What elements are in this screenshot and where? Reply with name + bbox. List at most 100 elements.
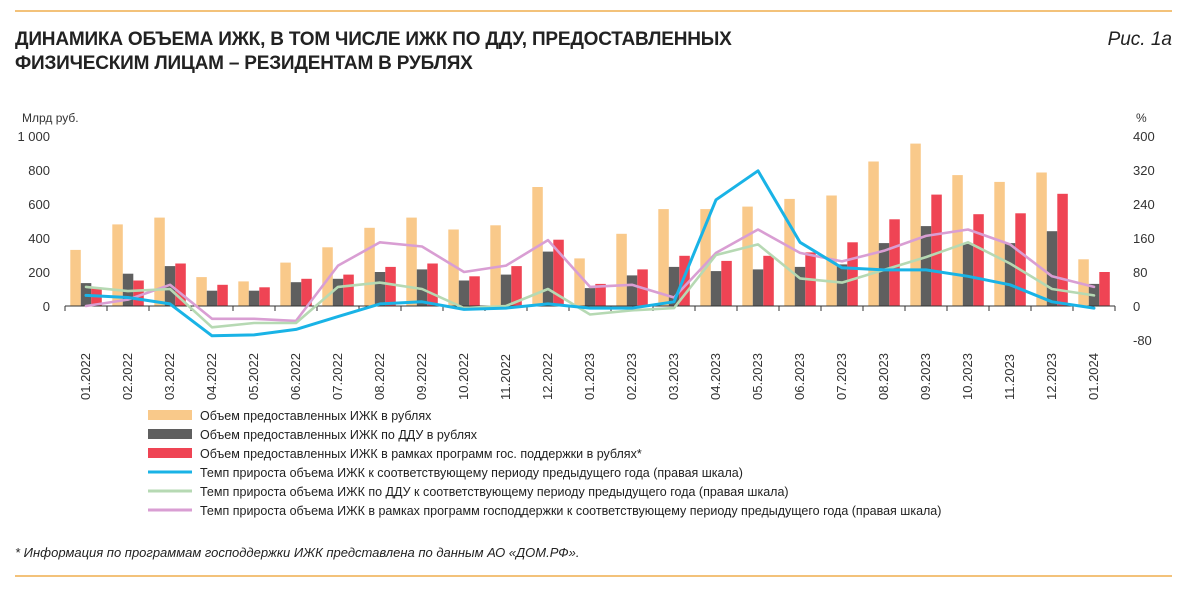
x-axis-category-label: 07.2022	[330, 353, 345, 400]
legend-label: Темп прироста объема ИЖК по ДДУ к соотве…	[200, 485, 789, 499]
bar-gov	[1057, 193, 1068, 306]
x-axis-category-label: 09.2023	[918, 353, 933, 400]
bar-total	[1036, 172, 1047, 306]
chart-title-line-2: ФИЗИЧЕСКИМ ЛИЦАМ – РЕЗИДЕНТАМ В РУБЛЯХ	[15, 53, 473, 74]
right-axis-unit: %	[1136, 111, 1147, 125]
x-axis-category-label: 12.2023	[1044, 353, 1059, 400]
right-axis-tick-label: -80	[1133, 333, 1152, 348]
x-axis-category-label: 04.2023	[708, 353, 723, 400]
bar-total	[238, 281, 249, 306]
bar-gov	[1015, 213, 1026, 306]
left-axis-unit: Млрд руб.	[22, 111, 79, 125]
legend-label: Темп прироста объема ИЖК к соответствующ…	[200, 466, 743, 480]
bar-gov	[1099, 272, 1110, 306]
x-axis-category-label: 01.2024	[1086, 353, 1101, 400]
bar-total	[280, 262, 291, 306]
bar-ddu	[290, 282, 302, 306]
legend-label: Объем предоставленных ИЖК в рублях	[200, 409, 432, 423]
x-axis-category-label: 03.2022	[162, 353, 177, 400]
x-axis-category-label: 06.2022	[288, 353, 303, 400]
legend-swatch-gov	[148, 448, 192, 458]
bar-total	[574, 258, 585, 306]
x-axis-category-label: 09.2022	[414, 353, 429, 400]
bar-total	[322, 247, 333, 306]
figure-label: Рис. 1а	[1107, 29, 1172, 50]
bar-total	[154, 217, 165, 306]
bar-total	[700, 209, 711, 306]
bar-ddu	[878, 243, 890, 306]
bar-ddu	[794, 266, 806, 306]
bar-total	[784, 198, 795, 306]
right-axis-tick-label: 320	[1133, 163, 1155, 178]
line-growth_total	[84, 169, 1096, 338]
x-axis-category-label: 10.2023	[960, 353, 975, 400]
bar-total	[658, 209, 669, 306]
legend-label: Объем предоставленных ИЖК в рамках прогр…	[200, 447, 642, 461]
bar-ddu	[500, 274, 512, 306]
bar-total	[448, 229, 459, 306]
bar-ddu	[626, 275, 638, 306]
bar-gov	[889, 219, 900, 306]
bar-ddu	[584, 288, 596, 306]
legend-swatch-ddu	[148, 429, 192, 439]
bar-total	[490, 225, 501, 307]
legend-label: Объем предоставленных ИЖК по ДДУ в рубля…	[200, 428, 478, 442]
x-axis-category-label: 06.2023	[792, 353, 807, 400]
bar-gov	[595, 283, 606, 306]
x-axis-category-label: 01.2022	[78, 353, 93, 400]
bar-gov	[343, 274, 354, 306]
x-axis-category-label: 04.2022	[204, 353, 219, 400]
top-rule	[15, 10, 1172, 12]
bar-total	[742, 206, 753, 306]
right-axis-tick-label: 0	[1133, 299, 1140, 314]
bar-ddu	[374, 272, 386, 306]
bar-total	[70, 249, 81, 306]
bar-ddu	[710, 271, 722, 306]
x-axis-category-label: 05.2023	[750, 353, 765, 400]
bar-gov	[259, 287, 270, 306]
x-axis-category-label: 02.2022	[120, 353, 135, 400]
left-axis-tick-label: 400	[28, 231, 50, 246]
x-axis-category-label: 08.2022	[372, 353, 387, 400]
bar-total	[616, 233, 627, 307]
bar-gov	[847, 242, 858, 307]
bottom-rule	[15, 575, 1172, 577]
bar-total	[196, 277, 207, 306]
bar-gov	[553, 239, 564, 306]
chart-title: ДИНАМИКА ОБЪЕМА ИЖК, В ТОМ ЧИСЛЕ ИЖК ПО …	[15, 28, 732, 76]
x-axis-category-label: 03.2023	[666, 353, 681, 400]
x-axis-category-label: 10.2022	[456, 353, 471, 400]
line-growth_gov	[84, 228, 1096, 323]
bar-gov	[133, 280, 144, 306]
right-axis-tick-label: 80	[1133, 265, 1147, 280]
bar-gov	[175, 263, 186, 306]
bar-gov	[469, 276, 480, 307]
bar-ddu	[332, 278, 344, 306]
bar-ddu	[206, 290, 218, 306]
left-axis-tick-label: 1 000	[17, 129, 50, 144]
bar-total	[868, 161, 879, 306]
x-axis-category-label: 01.2023	[582, 353, 597, 400]
bar-total	[910, 143, 921, 306]
bar-gov	[721, 260, 732, 306]
bar-total	[994, 181, 1005, 306]
right-axis-tick-label: 400	[1133, 129, 1155, 144]
bar-total	[952, 175, 963, 306]
bar-gov	[301, 278, 312, 306]
right-axis-tick-label: 240	[1133, 197, 1155, 212]
bar-ddu	[752, 269, 764, 306]
bar-ddu	[1004, 243, 1016, 306]
bar-gov	[511, 266, 522, 306]
bar-total	[112, 224, 123, 306]
bar-ddu	[542, 251, 554, 306]
bar-total	[1078, 259, 1089, 307]
bar-gov	[217, 284, 228, 307]
bar-gov	[931, 194, 942, 306]
left-axis-tick-label: 600	[28, 197, 50, 212]
bar-ddu	[920, 226, 932, 306]
legend-swatch-total	[148, 410, 192, 420]
right-axis-tick-label: 160	[1133, 231, 1155, 246]
bar-ddu	[668, 266, 680, 306]
x-axis-category-label: 11.2023	[1002, 354, 1017, 400]
